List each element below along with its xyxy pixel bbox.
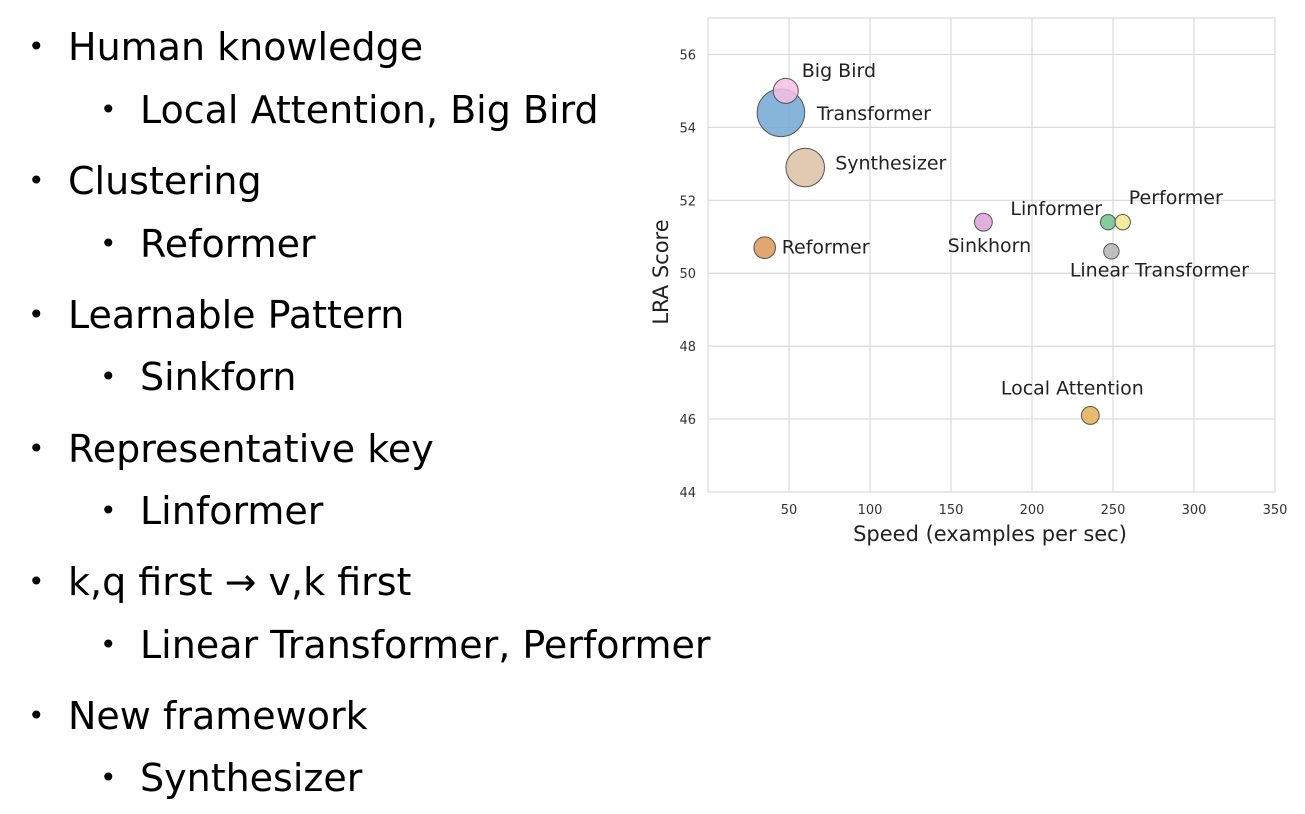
- sub-bullet-label: Linformer: [140, 489, 324, 533]
- y-tick-label: 48: [679, 340, 696, 355]
- point-labels: Big Bird Transformer Synthesizer Reformer Si…: [782, 60, 1249, 400]
- lra-scatter-chart: 50 100 150 200 250 300 350 44 46 48 50 52 54 56 Big B…: [635, 14, 1290, 554]
- y-tick-label: 52: [679, 194, 696, 209]
- y-tick-label: 50: [679, 267, 696, 282]
- data-point: [1103, 243, 1120, 260]
- y-tick-label: 44: [679, 486, 696, 501]
- bullet-label: New framework: [68, 694, 368, 738]
- bullet-item: • k,q first → v,k first: [28, 563, 411, 601]
- y-tick-label: 54: [679, 121, 696, 136]
- bullet-item: • Representative key: [28, 430, 434, 468]
- x-tick-label: 300: [1182, 503, 1207, 518]
- sub-bullet-label: Linear Transformer, Performer: [140, 623, 711, 667]
- point-label: Sinkhorn: [948, 235, 1032, 257]
- point-label: Synthesizer: [835, 152, 946, 174]
- bullet-dot: •: [28, 30, 45, 63]
- bullet-dot: •: [100, 93, 117, 126]
- bullet-label: Clustering: [68, 159, 262, 203]
- bullet-dot: •: [100, 360, 117, 393]
- data-points: [753, 77, 1131, 425]
- sub-bullet-label: Synthesizer: [140, 756, 363, 800]
- grid: [707, 17, 1276, 493]
- data-point: [1099, 213, 1117, 231]
- data-point: [1114, 213, 1131, 231]
- x-tick-label: 150: [939, 503, 964, 518]
- bullet-dot: •: [100, 227, 117, 260]
- point-label: Linformer: [1010, 198, 1102, 220]
- sub-bullet-item: • Synthesizer: [100, 759, 362, 797]
- bullet-dot: •: [100, 494, 117, 527]
- data-point: [785, 147, 825, 188]
- point-label: Performer: [1129, 187, 1223, 209]
- bullet-dot: •: [100, 628, 117, 661]
- bullet-label: k,q first → v,k first: [68, 560, 412, 604]
- bullet-label: Human knowledge: [68, 25, 424, 69]
- sub-bullet-item: • Local Attention, Big Bird: [100, 91, 599, 129]
- point-label: Local Attention: [1001, 377, 1144, 399]
- sub-bullet-label: Local Attention, Big Bird: [140, 88, 599, 132]
- sub-bullet-item: • Linformer: [100, 492, 323, 530]
- bullet-item: • New framework: [28, 697, 368, 735]
- y-tick-label: 46: [679, 413, 696, 428]
- sub-bullet-item: • Sinkforn: [100, 358, 296, 396]
- point-label: Linear Transformer: [1070, 259, 1249, 281]
- x-tick-label: 250: [1101, 503, 1126, 518]
- bullet-dot: •: [28, 298, 45, 331]
- y-tick-label: 56: [679, 48, 696, 63]
- point-label: Transformer: [816, 103, 931, 125]
- y-axis-label: LRA Score: [649, 219, 673, 324]
- x-tick-label: 100: [858, 503, 883, 518]
- sub-bullet-label: Reformer: [140, 222, 316, 266]
- sub-bullet-item: • Linear Transformer, Performer: [100, 626, 711, 664]
- x-axis-label: Speed (examples per sec): [853, 522, 1127, 546]
- bullet-dot: •: [28, 432, 45, 465]
- x-tick-label: 50: [781, 503, 798, 518]
- bullet-item: • Learnable Pattern: [28, 296, 404, 334]
- bullet-dot: •: [100, 761, 117, 794]
- bullet-dot: •: [28, 565, 45, 598]
- chart-svg: 50 100 150 200 250 300 350 44 46 48 50 52 54 56 Big B…: [649, 17, 1287, 546]
- bullet-dot: •: [28, 164, 45, 197]
- x-tick-label: 350: [1263, 503, 1288, 518]
- bullet-dot: •: [28, 699, 45, 732]
- data-point: [772, 77, 799, 104]
- bullet-label: Representative key: [68, 427, 434, 471]
- bullet-list: • Human knowledge • Local Attention, Big…: [28, 28, 711, 797]
- tick-labels: 50 100 150 200 250 300 350 44 46 48 50 52 54 56: [679, 48, 1287, 518]
- data-point: [974, 212, 993, 232]
- bullet-label: Learnable Pattern: [68, 293, 405, 337]
- bullet-item: • Human knowledge: [28, 28, 423, 66]
- sub-bullet-label: Sinkforn: [140, 355, 297, 399]
- plot-area: [707, 17, 1276, 493]
- bullet-item: • Clustering: [28, 162, 262, 200]
- point-label: Big Bird: [802, 60, 876, 82]
- sub-bullet-item: • Reformer: [100, 225, 316, 263]
- data-point: [1080, 406, 1100, 425]
- x-tick-label: 200: [1020, 503, 1045, 518]
- data-point: [753, 236, 776, 260]
- point-label: Reformer: [782, 237, 870, 259]
